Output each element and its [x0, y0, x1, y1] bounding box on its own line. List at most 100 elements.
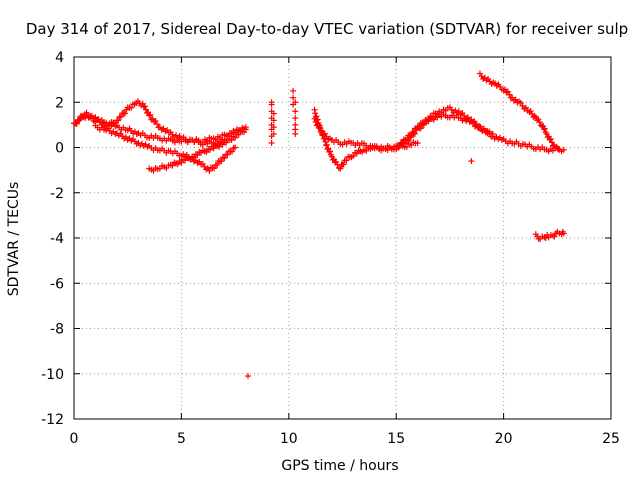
data-point [147, 111, 154, 118]
x-tick-label: 0 [70, 431, 79, 447]
y-tick-label: -10 [41, 367, 64, 383]
data-point [531, 112, 538, 119]
x-tick-label: 25 [602, 431, 620, 447]
data-point [152, 118, 159, 125]
data-point [229, 148, 236, 155]
data-point [292, 108, 299, 115]
data-point [174, 161, 181, 168]
data-point [194, 152, 201, 159]
data-point [73, 120, 80, 127]
data-point [416, 123, 423, 130]
data-point [232, 144, 239, 151]
data-point [425, 116, 432, 123]
y-tick-label: -6 [50, 276, 64, 292]
data-point [551, 233, 558, 240]
data-point [343, 157, 350, 164]
chart-title: Day 314 of 2017, Sidereal Day-to-day VTE… [26, 20, 628, 38]
data-point [504, 88, 511, 95]
data-point [115, 117, 122, 124]
data-point [215, 143, 222, 150]
data-point [337, 165, 344, 172]
data-point [327, 148, 334, 155]
data-points [71, 70, 567, 380]
data-point [311, 106, 318, 113]
y-axis-label: SDTVAR / TECUs [6, 182, 22, 297]
data-point [203, 149, 210, 156]
data-point [399, 140, 406, 147]
data-point [403, 136, 410, 143]
data-point [292, 130, 299, 137]
data-point [210, 145, 217, 152]
data-point [420, 120, 427, 127]
x-tick-label: 20 [495, 431, 513, 447]
data-point [128, 104, 135, 111]
data-point [429, 113, 435, 120]
data-point [560, 230, 567, 237]
data-point [292, 99, 299, 106]
y-tick-label: -4 [50, 231, 64, 247]
data-point [311, 115, 318, 122]
data-point [224, 151, 231, 158]
data-point [353, 150, 360, 157]
data-point [268, 139, 275, 146]
data-point [76, 117, 83, 124]
data-point [535, 116, 542, 123]
data-point [232, 134, 239, 141]
data-point [312, 110, 319, 117]
data-point [340, 161, 347, 168]
data-point [207, 146, 214, 153]
data-point [541, 125, 548, 132]
data-point [316, 124, 323, 131]
data-point [527, 108, 534, 115]
data-point [536, 119, 543, 126]
data-point [223, 139, 230, 146]
y-tick-label: -2 [50, 186, 64, 202]
data-point [407, 132, 414, 139]
data-point [396, 143, 403, 150]
axis-ticks: 0 5 10 15 20 25 -12 -10 -8 -6 -4 -2 0 2 4 [41, 50, 620, 447]
x-tick-label: 5 [177, 431, 186, 447]
data-point [292, 115, 299, 122]
data-point [290, 94, 297, 101]
data-point [211, 165, 218, 172]
data-point [270, 110, 277, 117]
data-point [350, 152, 357, 159]
data-point [556, 146, 563, 153]
y-tick-label: 4 [55, 50, 64, 66]
data-point [235, 131, 242, 138]
data-point [333, 158, 340, 165]
data-point [323, 141, 330, 148]
x-tick-label: 10 [280, 431, 298, 447]
data-point [468, 158, 475, 165]
data-point [318, 127, 325, 134]
data-point [218, 158, 225, 165]
y-tick-label: -12 [41, 412, 64, 428]
y-tick-label: -8 [50, 322, 64, 338]
data-point [430, 116, 437, 123]
data-point [242, 126, 249, 133]
data-point [178, 159, 185, 166]
data-point [244, 373, 251, 380]
data-point [141, 103, 148, 110]
data-point [547, 136, 554, 143]
data-point [268, 99, 275, 106]
data-point [122, 110, 129, 117]
y-tick-label: 2 [55, 95, 64, 111]
data-point [122, 133, 129, 140]
data-point [176, 133, 183, 140]
y-tick-label: 0 [55, 141, 64, 157]
data-point [270, 130, 277, 137]
data-point [206, 167, 213, 174]
data-point [410, 129, 417, 136]
data-point [117, 113, 124, 120]
data-point [270, 124, 277, 131]
x-tick-label: 15 [387, 431, 405, 447]
data-point [414, 139, 421, 146]
data-point [455, 108, 462, 115]
data-point [542, 235, 549, 242]
data-point [228, 137, 235, 144]
data-point [221, 155, 228, 162]
x-axis-label: GPS time / hours [281, 458, 398, 474]
data-point [146, 112, 153, 119]
